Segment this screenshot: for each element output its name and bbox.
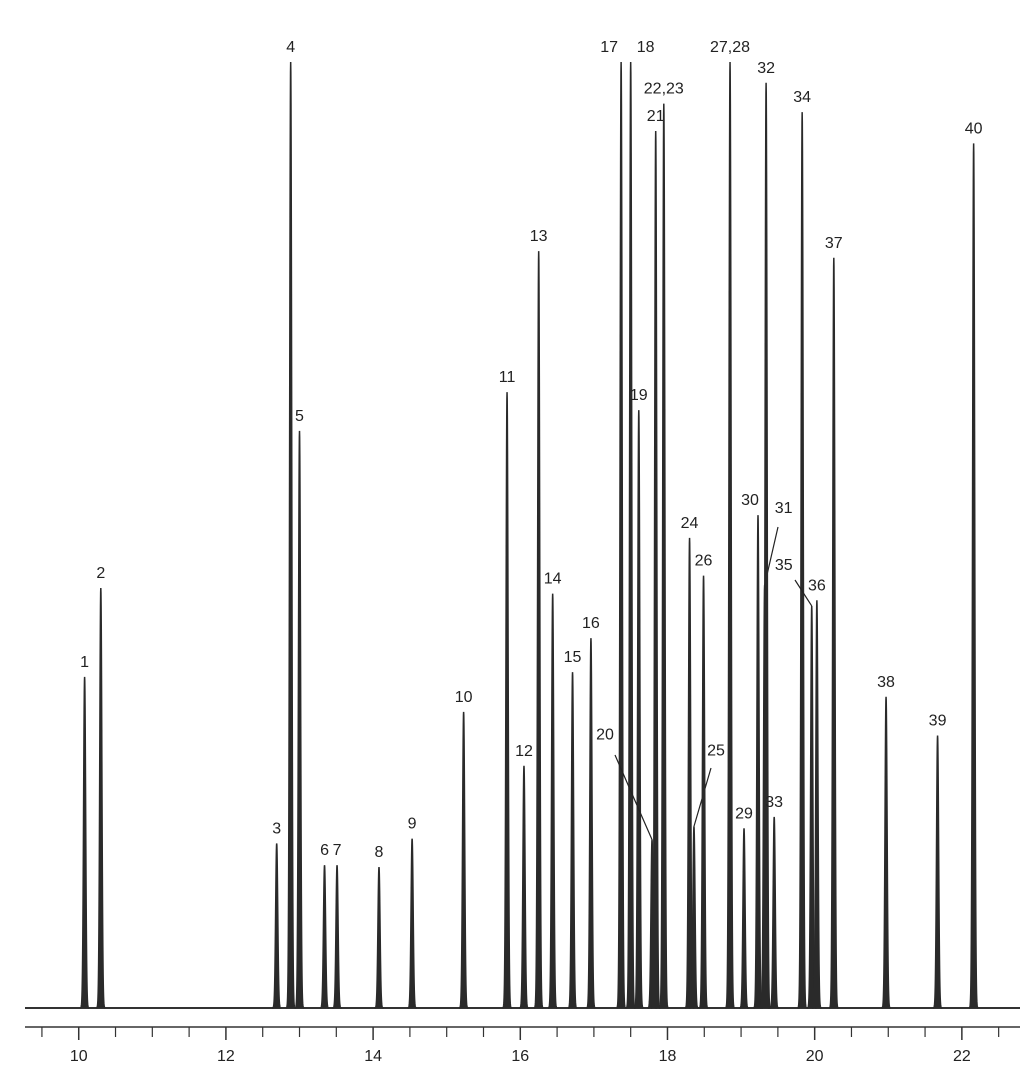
peak	[332, 865, 342, 1009]
peak	[502, 392, 512, 1009]
x-tick-label: 12	[217, 1048, 235, 1065]
peak-label: 13	[530, 228, 548, 245]
peak-label: 3	[272, 820, 281, 837]
peak	[753, 515, 763, 1009]
peak	[881, 696, 891, 1009]
peak-label: 8	[375, 844, 384, 861]
peak	[519, 765, 529, 1009]
peak-label: 34	[793, 89, 811, 106]
peak	[458, 711, 469, 1009]
peak-label: 2	[96, 565, 105, 582]
peak-label: 25	[707, 742, 725, 759]
peak-label: 35	[775, 557, 793, 574]
peak-label: 36	[808, 577, 826, 594]
peak-label: 10	[455, 689, 473, 706]
peak-label: 11	[499, 369, 516, 386]
x-tick-label: 22	[953, 1048, 971, 1065]
peak-label: 32	[757, 60, 775, 77]
peak-label: 17	[600, 39, 618, 56]
peak	[625, 61, 636, 1009]
peak	[533, 251, 544, 1009]
peak-label: 40	[965, 120, 983, 137]
peak-label: 6	[320, 842, 329, 859]
peak-label: 7	[333, 842, 342, 859]
peak-label: 15	[564, 649, 582, 666]
peak-label: 26	[695, 553, 713, 570]
peak-label: 20	[596, 727, 614, 744]
peak-label: 14	[544, 571, 562, 588]
peak	[407, 838, 417, 1009]
peak	[725, 61, 735, 1009]
peak-label: 30	[741, 492, 759, 509]
peak-label: 33	[765, 794, 783, 811]
peak	[761, 82, 771, 1009]
leader-line	[614, 754, 653, 840]
peak-label: 21	[647, 108, 665, 125]
peak	[616, 61, 626, 1009]
peak	[272, 843, 282, 1009]
peak	[319, 865, 330, 1009]
peak	[285, 61, 296, 1009]
peak	[932, 735, 943, 1009]
x-tick-label: 14	[364, 1048, 382, 1065]
peak-label: 16	[582, 615, 600, 632]
peak-label: 5	[295, 408, 304, 425]
peak-label: 38	[877, 674, 895, 691]
peak-label: 31	[775, 500, 793, 517]
peak	[689, 826, 699, 1009]
peak-label: 18	[637, 39, 655, 56]
peak	[739, 828, 749, 1009]
peak-label: 27,28	[710, 39, 750, 56]
peak	[547, 593, 558, 1009]
peak	[812, 600, 822, 1009]
peak-label: 29	[735, 805, 753, 822]
peak	[797, 112, 807, 1009]
peak-label: 19	[630, 387, 648, 404]
peak-label: 24	[681, 515, 699, 532]
peak	[567, 672, 578, 1009]
peak	[96, 587, 106, 1009]
peak	[79, 676, 90, 1009]
peak	[968, 143, 979, 1009]
peak-label: 12	[515, 743, 533, 760]
peak	[374, 866, 384, 1009]
peak-label: 39	[929, 713, 947, 730]
x-tick-label: 10	[70, 1048, 88, 1065]
peak	[769, 816, 779, 1009]
peak-label: 9	[408, 816, 417, 833]
peak	[586, 638, 596, 1009]
peak	[698, 575, 709, 1009]
peak-label: 37	[825, 235, 843, 252]
peak-label: 4	[286, 39, 295, 56]
peak-label: 1	[80, 654, 89, 671]
peak	[294, 430, 305, 1009]
x-tick-label: 16	[511, 1048, 529, 1065]
peak	[659, 103, 669, 1009]
x-tick-label: 18	[659, 1048, 677, 1065]
peak	[634, 410, 644, 1009]
peak	[650, 131, 661, 1009]
x-tick-label: 20	[806, 1048, 824, 1065]
peak-label: 22,23	[644, 81, 684, 98]
peak	[829, 257, 839, 1009]
leader-line	[794, 579, 813, 607]
